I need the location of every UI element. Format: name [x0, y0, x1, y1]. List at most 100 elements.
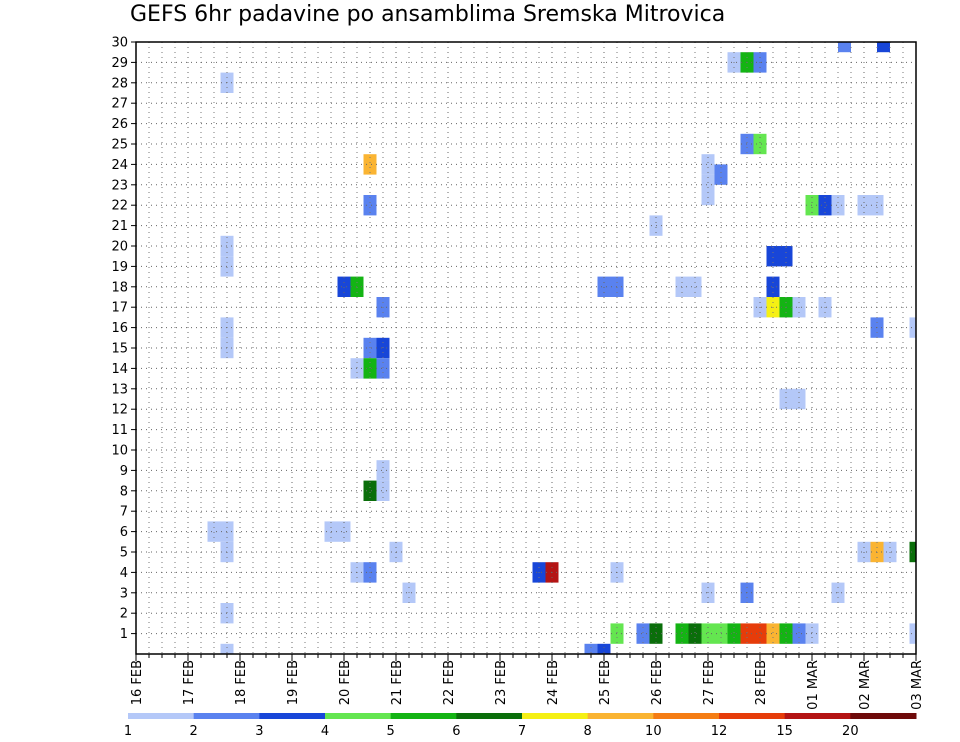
colorbar-swatch — [390, 713, 457, 719]
y-tick-label: 1 — [120, 627, 128, 642]
y-tick-label: 19 — [111, 260, 128, 275]
chart-title: GEFS 6hr padavine po ansamblima Sremska … — [130, 2, 726, 27]
heatmap-cell — [376, 358, 390, 379]
heatmap-cell — [714, 164, 728, 185]
colorbar-label: 3 — [255, 724, 263, 739]
heatmap-cell — [831, 195, 845, 216]
y-tick-label: 3 — [120, 586, 128, 601]
heatmap-cell — [207, 521, 221, 542]
colorbar-swatch — [784, 713, 851, 719]
y-tick-label: 18 — [111, 280, 128, 295]
heatmap-cell — [766, 246, 780, 267]
heatmap-cell — [363, 358, 377, 379]
x-tick-label: 25 FEB — [598, 660, 613, 705]
heatmap-cell — [597, 643, 611, 654]
heatmap-cell — [779, 388, 793, 410]
x-tick-label: 01 MAR — [806, 660, 821, 710]
heatmap-cell — [838, 42, 851, 53]
heatmap-cell — [792, 388, 806, 410]
heatmap-cell — [909, 317, 916, 338]
x-tick-label: 16 FEB — [130, 660, 145, 705]
heatmap-cell — [766, 276, 780, 297]
heatmap-cell — [597, 276, 611, 297]
colorbar-swatch — [193, 713, 260, 719]
heatmap-cell — [753, 623, 767, 644]
x-tick-label: 02 MAR — [858, 660, 873, 710]
x-tick-label: 22 FEB — [442, 660, 457, 705]
y-tick-label: 30 — [111, 36, 128, 51]
colorbar-swatch — [587, 713, 654, 719]
x-tick-label: 20 FEB — [338, 660, 353, 705]
y-tick-label: 15 — [111, 342, 128, 357]
colorbar-label: 12 — [711, 724, 728, 739]
heatmap-cell — [753, 133, 767, 155]
heatmap-cell — [363, 480, 377, 501]
heatmap-cell — [376, 480, 390, 501]
heatmap-cell — [792, 623, 806, 644]
colorbar-swatch — [259, 713, 326, 719]
y-tick-label: 9 — [120, 464, 128, 479]
y-tick-label: 24 — [111, 158, 128, 173]
colorbar-label: 8 — [584, 724, 592, 739]
heatmap-cell — [877, 42, 890, 53]
heatmap-cell — [701, 154, 715, 175]
colorbar-label: 20 — [842, 724, 859, 739]
colorbar-swatch — [325, 713, 392, 719]
x-tick-label: 28 FEB — [754, 660, 769, 705]
colorbar-layer: 1 2 3 4 5 6 7 8 10 12 15 20 — [124, 713, 917, 739]
colorbar-label: 6 — [452, 724, 460, 739]
x-tick-label: 24 FEB — [546, 660, 561, 705]
y-tick-label: 5 — [120, 546, 128, 561]
y-tick-label: 10 — [111, 444, 128, 459]
heatmap-cell — [701, 623, 715, 644]
heatmap-cell — [363, 154, 377, 175]
x-tick-label: 27 FEB — [702, 660, 717, 705]
x-tick-label: 21 FEB — [390, 660, 405, 705]
x-tick-label: 23 FEB — [494, 660, 509, 705]
heatmap-cell — [818, 195, 832, 216]
colorbar-label: 1 — [124, 724, 132, 739]
heatmap-cell — [909, 623, 916, 644]
y-tick-label: 27 — [111, 97, 128, 112]
y-tick-label: 17 — [111, 301, 128, 316]
x-tick-label: 19 FEB — [286, 660, 301, 705]
heatmap-cell — [688, 623, 702, 644]
heatmap-cell — [220, 643, 234, 654]
grid-layer — [136, 42, 916, 654]
heatmap-cell — [766, 623, 780, 644]
heatmap-cell — [584, 643, 598, 654]
y-tick-label: 29 — [111, 56, 128, 71]
heatmap-cell — [857, 195, 871, 216]
heatmap-cell — [688, 276, 702, 297]
y-tick-label: 20 — [111, 240, 128, 255]
heatmap-cell — [779, 246, 793, 267]
colorbar-swatch — [850, 713, 917, 719]
y-tick-label: 11 — [111, 423, 128, 438]
y-tick-label: 6 — [120, 525, 128, 540]
y-tick-label: 12 — [111, 403, 128, 418]
y-tick-label: 13 — [111, 382, 128, 397]
axes-layer: 1234567891011121314151617181920212223242… — [111, 36, 925, 710]
heatmap-cell — [701, 184, 715, 206]
y-tick-label: 22 — [111, 199, 128, 214]
colorbar-swatch — [128, 713, 195, 719]
colorbar-swatch — [522, 713, 589, 719]
heatmap-cell — [337, 521, 351, 542]
colorbar-label: 10 — [645, 724, 662, 739]
heatmap-cell — [727, 623, 741, 644]
x-tick-label: 03 MAR — [910, 660, 925, 710]
y-tick-label: 2 — [120, 607, 128, 622]
heatmap-cell — [636, 623, 650, 644]
x-tick-label: 18 FEB — [234, 660, 249, 705]
heatmap-cell — [376, 460, 390, 481]
y-tick-label: 21 — [111, 219, 128, 234]
y-tick-label: 28 — [111, 76, 128, 91]
heatmap-cell — [909, 541, 916, 563]
colorbar-label: 2 — [190, 724, 198, 739]
colorbar-swatch — [719, 713, 786, 719]
y-tick-label: 25 — [111, 138, 128, 153]
y-tick-label: 14 — [111, 362, 128, 377]
colorbar-swatch — [456, 713, 523, 719]
heatmap-cell — [337, 276, 351, 297]
